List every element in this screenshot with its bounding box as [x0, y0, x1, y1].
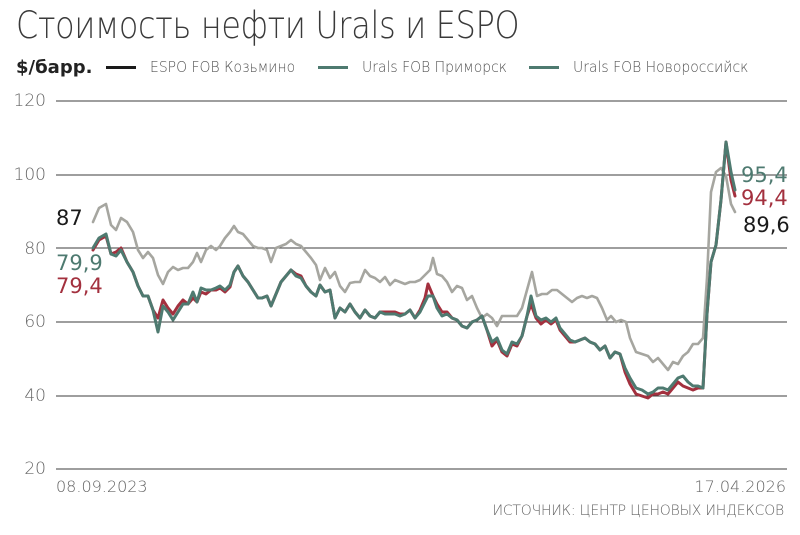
- legend-item-espo: ESPO FOB Козьмино: [106, 58, 299, 76]
- primorsk-end-value: 95,4: [741, 163, 788, 187]
- series-line-novorossiysk: [91, 140, 737, 400]
- legend-swatch-novorossiysk: [528, 65, 559, 69]
- legend-label-primorsk: Urals FOB Приморск: [361, 58, 507, 76]
- y-tick-60: 60: [24, 312, 46, 332]
- primorsk-start-value: 79,9: [56, 251, 103, 275]
- x-axis-start-date: 08.09.2023: [56, 477, 148, 496]
- unit-label: $/барр.: [16, 56, 93, 78]
- legend-item-novorossiysk: Urals FOB Новороссийск: [528, 58, 756, 76]
- novorossiysk-end-value: 94,4: [741, 186, 788, 210]
- novorossiysk-start-value: 79,4: [56, 274, 103, 298]
- source-note: ИСТОЧНИК: ЦЕНТР ЦЕНОВЫХ ИНДЕКСОВ: [492, 503, 784, 519]
- legend-swatch-espo: [106, 65, 137, 69]
- legend-swatch-primorsk: [317, 65, 348, 69]
- legend-label-espo: ESPO FOB Козьмино: [150, 58, 296, 76]
- espo-end-value: 89,6: [743, 213, 790, 237]
- y-tick-120: 120: [13, 91, 46, 111]
- gridlines: [56, 100, 787, 470]
- legend-label-novorossiysk: Urals FOB Новороссийск: [572, 58, 749, 76]
- legend: $/барр. ESPO FOB Козьмино Urals FOB Прим…: [16, 54, 774, 80]
- espo-start-value: 87: [56, 206, 83, 230]
- y-tick-20: 20: [24, 459, 46, 479]
- series-line-espo: [91, 166, 737, 372]
- y-tick-100: 100: [13, 165, 46, 185]
- legend-item-primorsk: Urals FOB Приморск: [317, 58, 511, 76]
- series-line-primorsk: [91, 140, 737, 396]
- y-tick-80: 80: [24, 239, 46, 259]
- chart-title: Стоимость нефти Urals и ESPO: [16, 4, 520, 47]
- y-tick-40: 40: [24, 386, 46, 406]
- x-axis-end-date: 17.04.2026: [694, 477, 786, 496]
